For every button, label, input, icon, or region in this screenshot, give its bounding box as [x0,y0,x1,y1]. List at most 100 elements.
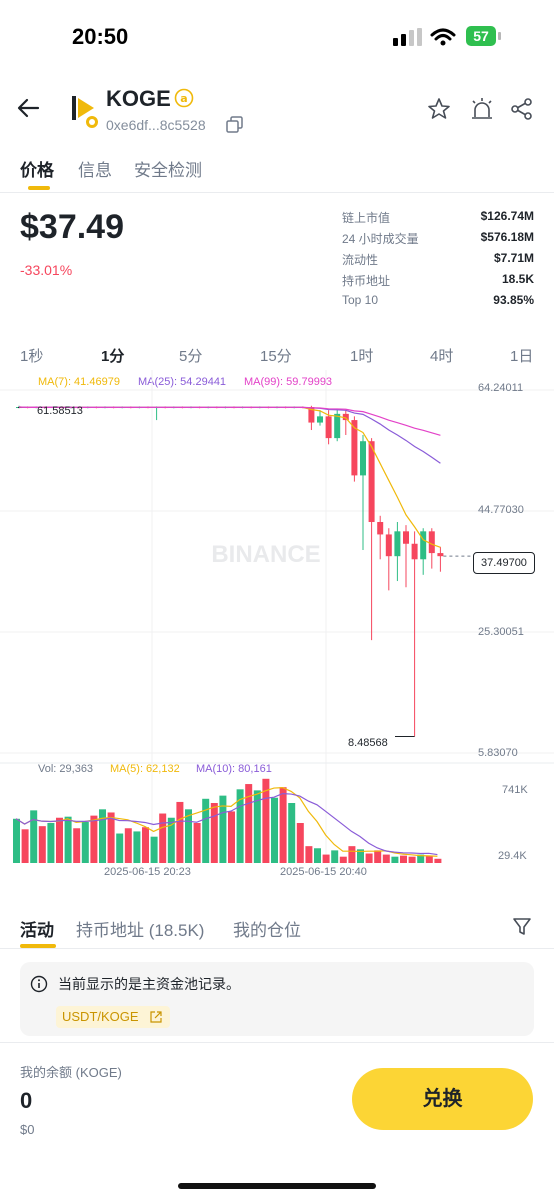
back-arrow-icon[interactable] [16,96,42,120]
tab-info[interactable]: 信息 [78,161,112,180]
interval-5m[interactable]: 5分 [179,348,203,365]
battery-tip [498,32,501,40]
volume-bar [47,823,55,863]
high-price-label: 61.58513 [37,405,83,417]
candle-body [411,543,418,560]
volume-bar [288,803,296,863]
stat-value-top10: 93.85% [493,293,534,307]
candle-body [360,441,366,476]
interval-1d[interactable]: 1日 [510,348,534,365]
volume-ma-lines-group [15,787,438,857]
current-price-tag: 37.49700 [473,552,535,574]
candle-body [325,416,332,439]
tab-price[interactable]: 价格 [20,161,54,180]
current-price: $37.49 [20,208,124,246]
volume-bar [228,811,235,863]
volume-bar [13,818,20,863]
filter-icon[interactable] [512,916,532,936]
copy-icon[interactable] [226,116,244,134]
ma7-line [18,406,441,548]
interval-4h[interactable]: 4时 [430,348,454,365]
at-badge-icon[interactable]: a [174,88,194,108]
volume-bar [185,809,192,863]
favorite-star-icon[interactable] [427,97,451,121]
price-alert-icon[interactable] [469,96,495,122]
volume-bar [73,828,81,863]
candle-body [385,534,392,557]
ma25-label: MA(25): 54.29441 [138,376,227,388]
notice-text: 当前显示的是主资金池记录。 [58,976,240,992]
volume-bars-group [13,778,442,863]
candle-body [428,531,435,554]
balance-value: 0 [20,1088,33,1113]
stat-value-liquidity: $7.71M [493,251,534,265]
volume-bar [38,826,46,863]
volume-bar [142,827,149,863]
tab-my-positions[interactable]: 我的仓位 [233,921,301,940]
contract-address: 0xe6df...8c5528 [106,117,206,133]
price-change: -33.01% [20,262,73,278]
status-time: 20:50 [72,24,129,49]
volume-bar [116,833,124,863]
ma99-label: MA(99): 59.79993 [244,376,333,388]
y-tick-1: 64.24011 [478,382,524,394]
ma-lines-group [18,406,441,548]
stat-value-holders: 18.5K [501,272,534,286]
y-tick-3: 25.30051 [478,626,524,638]
volume-bar [374,850,382,863]
interval-1m[interactable]: 1分 [101,348,125,365]
tab-security[interactable]: 安全检测 [134,161,202,180]
volume-bar [176,801,184,863]
volume-bar [279,787,287,863]
swap-button[interactable]: 兑换 [352,1068,533,1130]
candle-body [420,531,427,560]
candle-body [403,531,409,544]
vol-tick-max: 741K [502,784,528,796]
volume-bar [210,803,218,863]
balance-usd: $0 [20,1122,35,1137]
tab-activity[interactable]: 活动 [20,921,54,940]
volume-bar [339,856,347,863]
vol-tick-min: 29.4K [498,850,527,862]
x-tick-2: 2025-06-15 20:40 [280,866,367,878]
vol-ma10-line [15,793,438,856]
volume-bar [202,798,210,863]
candles-group [16,405,472,737]
candle-body [317,416,323,423]
candle-body [308,407,315,423]
volume-bar [253,790,261,863]
wifi-icon [430,28,456,46]
vol-ma5-label: MA(5): 62,132 [110,763,180,775]
ma99-line [18,406,441,436]
volume-bar [21,829,29,863]
volume-bar [296,823,304,863]
share-icon[interactable] [510,97,534,121]
stat-label-top10: Top 10 [342,293,379,307]
volume-bar [357,849,364,863]
stat-value-mcap: $126.74M [480,209,534,223]
volume-bar [322,854,330,863]
volume-bar [434,858,442,863]
tabs-divider [0,192,554,193]
volume-bar [133,831,141,863]
volume-bar [219,795,227,863]
y-tick-2: 44.77030 [478,504,524,516]
kline-chart[interactable]: BINANCE [0,370,554,880]
vol-ma10-label: MA(10): 80,161 [196,763,272,775]
volume-bar [81,821,89,863]
interval-1h[interactable]: 1时 [350,348,374,365]
interval-15m[interactable]: 15分 [260,348,292,365]
interval-1s[interactable]: 1秒 [20,348,44,365]
volume-bar [245,784,253,863]
volume-bar [271,797,278,863]
volume-bar [305,846,313,863]
activity-divider [0,948,554,949]
candle-body [351,420,358,476]
volume-bar [382,854,390,863]
pool-pair-link[interactable]: USDT/KOGE [56,1006,170,1028]
volume-bar [159,813,167,863]
volume-bar [107,812,115,863]
tab-holders[interactable]: 持币地址 (18.5K) [76,921,205,940]
volume-bar [99,809,106,863]
binance-watermark: BINANCE [211,541,320,568]
